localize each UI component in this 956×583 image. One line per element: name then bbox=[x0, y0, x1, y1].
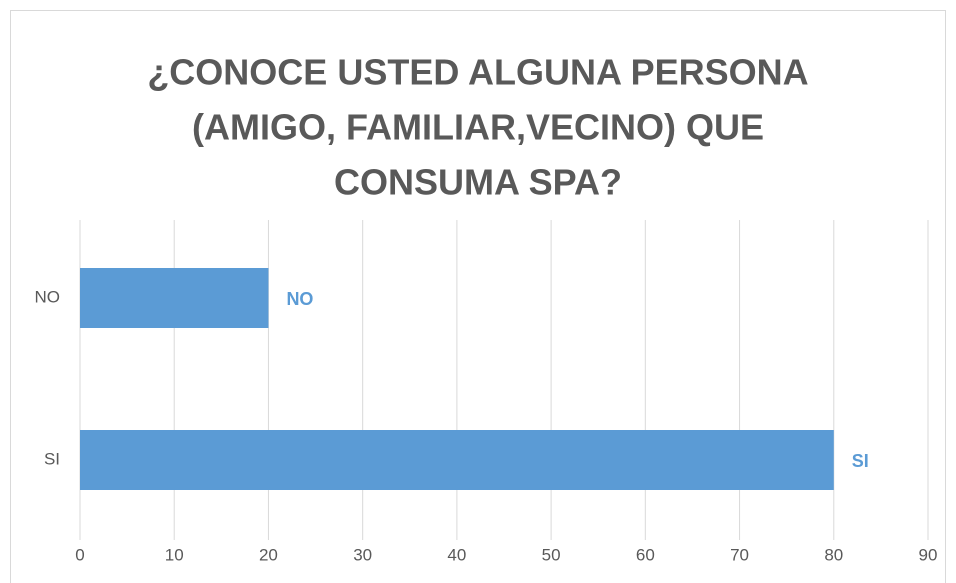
bar bbox=[80, 268, 269, 328]
x-tick-label: 70 bbox=[730, 545, 749, 564]
x-tick-label: 90 bbox=[919, 545, 938, 564]
x-tick-label: 0 bbox=[75, 545, 84, 564]
x-tick-label: 60 bbox=[636, 545, 655, 564]
chart-title: ¿CONOCE USTED ALGUNA PERSONA bbox=[147, 52, 808, 93]
x-tick-label: 40 bbox=[447, 545, 466, 564]
y-tick-label: NO bbox=[35, 287, 61, 306]
x-tick-label: 50 bbox=[542, 545, 561, 564]
x-tick-label: 20 bbox=[259, 545, 278, 564]
x-tick-label: 30 bbox=[353, 545, 372, 564]
data-label: NO bbox=[286, 289, 313, 309]
bar bbox=[80, 430, 834, 490]
data-label: SI bbox=[852, 451, 869, 471]
x-tick-label: 80 bbox=[824, 545, 843, 564]
x-tick-label: 10 bbox=[165, 545, 184, 564]
chart-title: (AMIGO, FAMILIAR,VECINO) QUE bbox=[192, 107, 764, 148]
chart-title: CONSUMA SPA? bbox=[334, 162, 622, 203]
y-tick-label: SI bbox=[44, 449, 60, 468]
